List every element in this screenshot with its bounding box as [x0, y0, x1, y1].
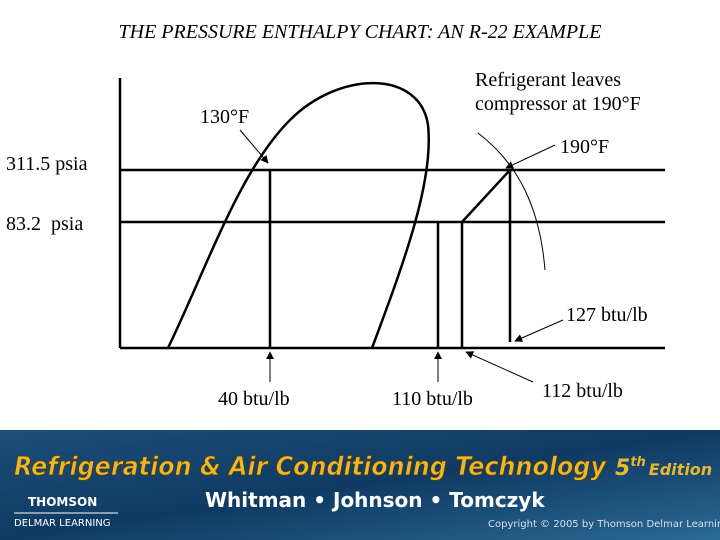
book-title: Refrigeration & Air Conditioning Technol…	[14, 452, 607, 482]
slide-title: THE PRESSURE ENTHALPY CHART: AN R-22 EXA…	[119, 21, 602, 43]
diagram: 130°F Refrigerant leaves compressor at 19…	[6, 69, 665, 410]
label-line: compressor at 190°F	[475, 93, 641, 115]
arrow	[505, 144, 556, 169]
isotherm-curve	[477, 132, 546, 271]
label: 130°F	[200, 106, 249, 128]
edition-number: 5	[615, 456, 630, 481]
edition-word: Edition	[649, 460, 712, 479]
label: 83.2 psia	[6, 213, 83, 235]
label: 190°F	[560, 136, 609, 158]
saturation-dome	[166, 81, 430, 349]
label: 40 btu/lb	[218, 388, 290, 410]
label: 127 btu/lb	[566, 304, 648, 326]
compression-line	[461, 169, 511, 223]
publisher: DELMAR LEARNING	[14, 518, 111, 529]
arrow	[465, 351, 534, 383]
publisher: THOMSON	[28, 495, 97, 509]
label: 112 btu/lb	[542, 380, 623, 402]
edition-suffix: th	[630, 455, 645, 470]
arrow	[239, 129, 269, 164]
label: 311.5 psia	[6, 153, 88, 175]
banner: Refrigeration & Air Conditioning Technol…	[0, 430, 720, 540]
label: Refrigerant leaves compressor at 190°F	[475, 69, 641, 115]
arrow	[514, 319, 564, 342]
banner-background	[0, 430, 720, 540]
label-line: Refrigerant leaves	[475, 69, 621, 91]
authors: Whitman • Johnson • Tomczyk	[205, 488, 545, 512]
copyright: Copyright © 2005 by Thomson Delmar Learn…	[488, 519, 720, 530]
label: 110 btu/lb	[392, 388, 473, 410]
edition: 5th Edition	[615, 455, 712, 481]
